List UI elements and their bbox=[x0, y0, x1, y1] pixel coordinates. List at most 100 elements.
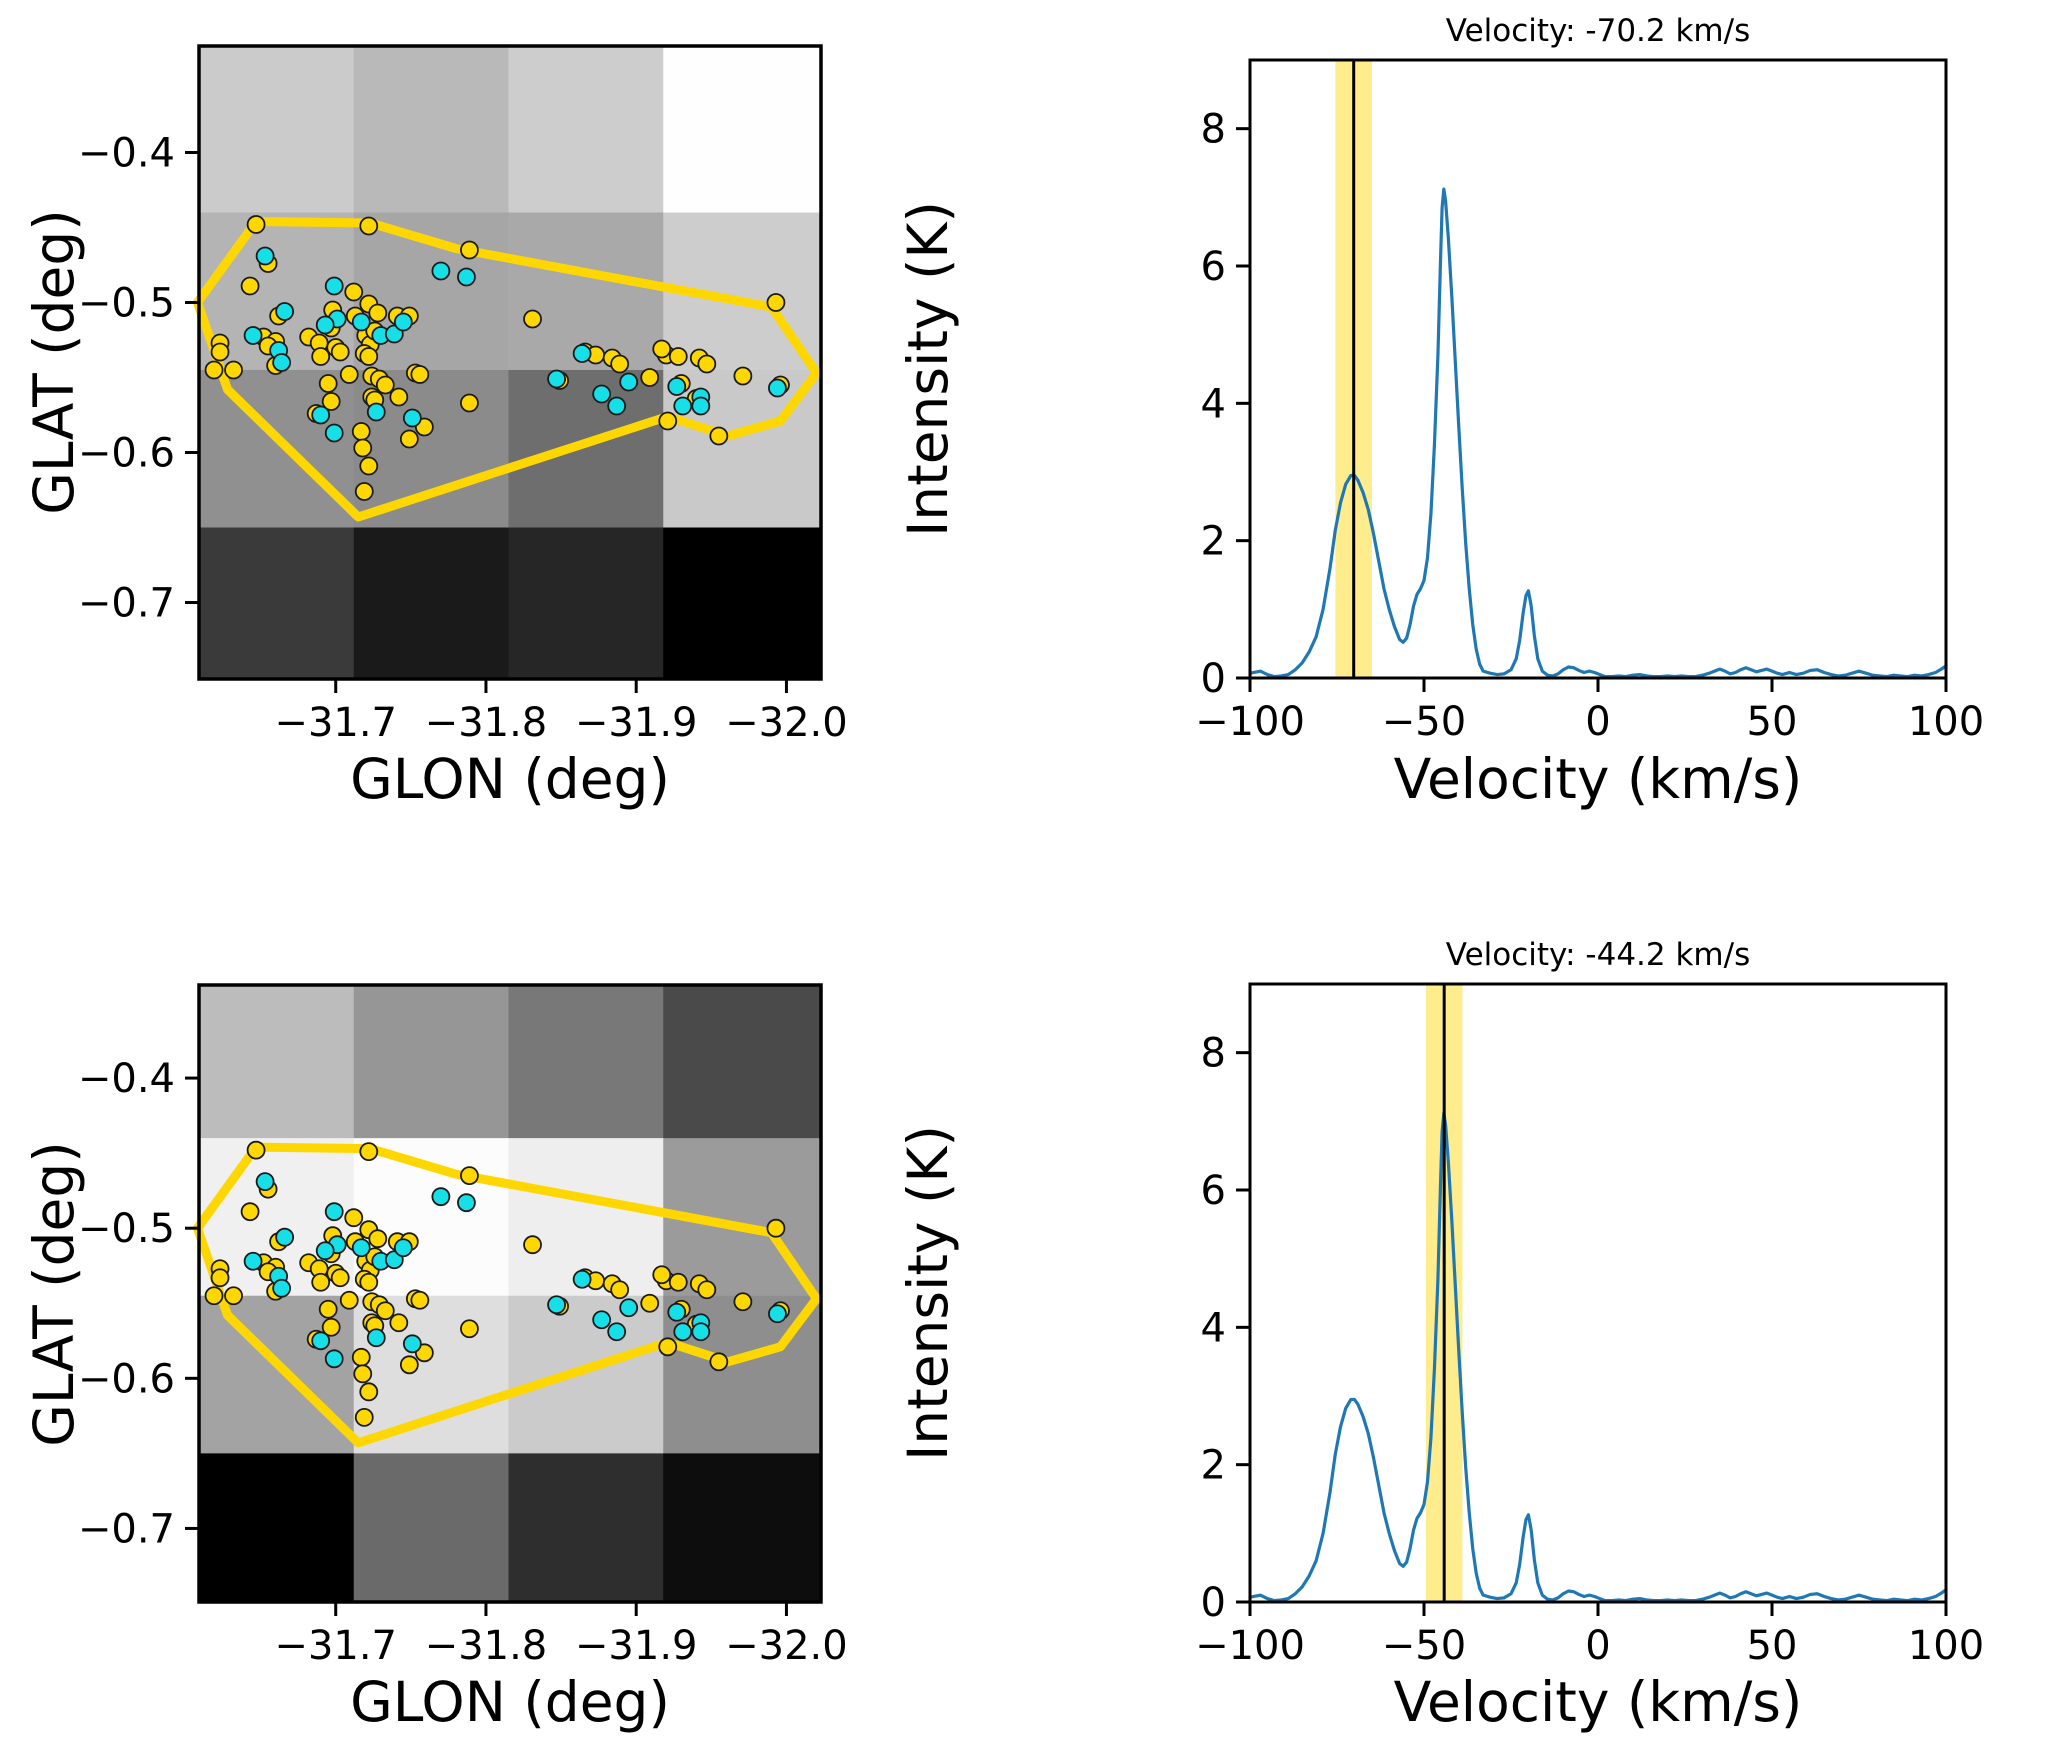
y-tick-label: 4 bbox=[1201, 381, 1226, 427]
source-hull-outline bbox=[192, 1142, 821, 1448]
scatter-point-cyan bbox=[324, 423, 344, 443]
y-tick-label: −0.6 bbox=[78, 1356, 175, 1402]
scatter-point-yellow bbox=[766, 293, 786, 312]
scatter-point-yellow bbox=[359, 1382, 379, 1402]
scatter-point-cyan bbox=[272, 353, 292, 372]
scatter-point-yellow bbox=[359, 1142, 379, 1162]
scatter-point-yellow bbox=[224, 1286, 243, 1306]
scatter-point-cyan bbox=[572, 1269, 592, 1289]
scatter-point-cyan bbox=[691, 396, 711, 416]
scatter-point-cyan bbox=[768, 378, 787, 398]
x-tick-label: −100 bbox=[1195, 699, 1305, 745]
map-plot-top: −31.7 −31.8 −31.9 −32.0 −0.4 −0.5 −0.6 −0.7 bbox=[78, 44, 848, 746]
scatter-point-yellow bbox=[204, 360, 224, 380]
map-bottom-xlabel: GLON (deg) bbox=[350, 1670, 670, 1734]
scatter-point-cyan bbox=[592, 1310, 612, 1330]
scatter-point-yellow bbox=[311, 347, 331, 366]
heatmap-cell bbox=[508, 1453, 664, 1603]
scatter-point-yellow bbox=[658, 411, 678, 431]
scatter-point-yellow bbox=[353, 438, 373, 458]
heatmap-cell bbox=[353, 1453, 510, 1603]
y-tick-label: −0.4 bbox=[78, 131, 175, 177]
scatter-point-cyan bbox=[393, 1238, 413, 1258]
scatter-point-yellow bbox=[240, 1202, 260, 1222]
x-tick-label: −31.7 bbox=[274, 1623, 397, 1669]
scatter-point-cyan bbox=[243, 326, 263, 345]
spectrum-top-title: Velocity: -70.2 km/s bbox=[1445, 13, 1751, 49]
scatter-point-cyan bbox=[324, 1349, 344, 1369]
map-top-xlabel: GLON (deg) bbox=[350, 747, 670, 811]
scatter-point-yellow bbox=[321, 1317, 341, 1337]
scatter-point-yellow bbox=[523, 309, 542, 329]
x-tick-label: 50 bbox=[1747, 699, 1798, 745]
spectrum-line bbox=[1248, 1111, 1948, 1603]
scatter-point-yellow bbox=[359, 216, 379, 236]
scatter-point-yellow bbox=[311, 1272, 331, 1292]
scatter-point-yellow bbox=[224, 360, 243, 380]
scatter-point-cyan bbox=[457, 1193, 476, 1213]
scatter-point-yellow bbox=[210, 342, 230, 362]
x-tick-label: −100 bbox=[1195, 1623, 1305, 1669]
scatter-point-yellow bbox=[330, 342, 350, 362]
scatter-point-yellow bbox=[410, 365, 430, 384]
spectrum-plot-bottom: −100 −50 0 50 100 0 2 4 6 8 bbox=[1195, 982, 1984, 1669]
scatter-point-yellow bbox=[240, 276, 260, 296]
scatter-point-cyan bbox=[431, 1187, 451, 1207]
scatter-point-yellow bbox=[652, 339, 672, 359]
scatter-point-yellow bbox=[359, 456, 379, 476]
scatter-point-yellow bbox=[321, 392, 341, 411]
scatter-point-cyan bbox=[315, 1241, 335, 1261]
y-tick-label: −0.7 bbox=[78, 581, 175, 627]
scatter-point-cyan bbox=[607, 1322, 627, 1342]
scatter-point-cyan bbox=[619, 1298, 639, 1318]
scatter-point-cyan bbox=[547, 369, 566, 389]
x-tick-label: −31.8 bbox=[425, 1623, 548, 1669]
x-tick-label: −50 bbox=[1382, 1623, 1466, 1669]
scatter-point-cyan bbox=[351, 312, 371, 332]
scatter-point-cyan bbox=[619, 372, 639, 392]
scatter-point-cyan bbox=[351, 1238, 371, 1258]
spectrum-top-xlabel: Velocity (km/s) bbox=[1393, 747, 1803, 811]
scatter-point-cyan bbox=[272, 1278, 292, 1298]
scatter-point-cyan bbox=[402, 1334, 422, 1354]
scatter-point-yellow bbox=[359, 347, 379, 366]
scatter-point-cyan bbox=[768, 1304, 787, 1324]
heatmap-cell bbox=[508, 46, 664, 214]
x-tick-label: −32.0 bbox=[725, 700, 848, 746]
scatter-point-yellow bbox=[610, 1280, 630, 1300]
scatter-point-cyan bbox=[324, 276, 344, 296]
scatter-point-cyan bbox=[275, 302, 295, 321]
y-tick-label: −0.7 bbox=[78, 1506, 175, 1552]
scatter-point-yellow bbox=[351, 422, 371, 441]
scatter-point-cyan bbox=[667, 1302, 687, 1322]
x-tick-label: 100 bbox=[1908, 1623, 1984, 1669]
map-plot-bottom: −31.7 −31.8 −31.9 −32.0 −0.4 −0.5 −0.6 −0.7 bbox=[78, 983, 848, 1669]
scatter-point-yellow bbox=[389, 387, 409, 407]
y-tick-label: 8 bbox=[1201, 1031, 1226, 1077]
spectrum-plot-top: −100 −50 0 50 100 0 2 4 6 8 bbox=[1195, 58, 1984, 745]
y-tick-label: 4 bbox=[1201, 1305, 1226, 1351]
scatter-point-yellow bbox=[354, 1407, 374, 1427]
x-tick-label: 0 bbox=[1585, 1623, 1610, 1669]
x-tick-label: −31.9 bbox=[575, 1623, 698, 1669]
y-tick-label: −0.5 bbox=[78, 1206, 175, 1252]
scatter-point-yellow bbox=[399, 1355, 419, 1375]
scatter-point-yellow bbox=[766, 1218, 786, 1238]
scatter-point-yellow bbox=[668, 1272, 688, 1292]
scatter-point-cyan bbox=[607, 396, 627, 416]
scatter-point-yellow bbox=[339, 1290, 359, 1310]
scatter-point-cyan bbox=[275, 1227, 295, 1247]
x-tick-label: 50 bbox=[1747, 1623, 1798, 1669]
heatmap-cell bbox=[508, 985, 664, 1139]
x-tick-label: 100 bbox=[1908, 699, 1984, 745]
heatmap-cell bbox=[508, 527, 664, 680]
scatter-point-yellow bbox=[610, 354, 630, 374]
y-tick-label: −0.5 bbox=[78, 281, 175, 327]
spectrum-bottom-title: Velocity: -44.2 km/s bbox=[1445, 937, 1751, 973]
scatter-point-yellow bbox=[375, 375, 395, 395]
scatter-point-yellow bbox=[460, 240, 479, 260]
y-tick-label: −0.6 bbox=[78, 431, 175, 477]
scatter-point-yellow bbox=[359, 1272, 379, 1292]
map-top-ylabel: GLAT (deg) bbox=[22, 209, 86, 515]
scatter-point-yellow bbox=[375, 1301, 395, 1321]
